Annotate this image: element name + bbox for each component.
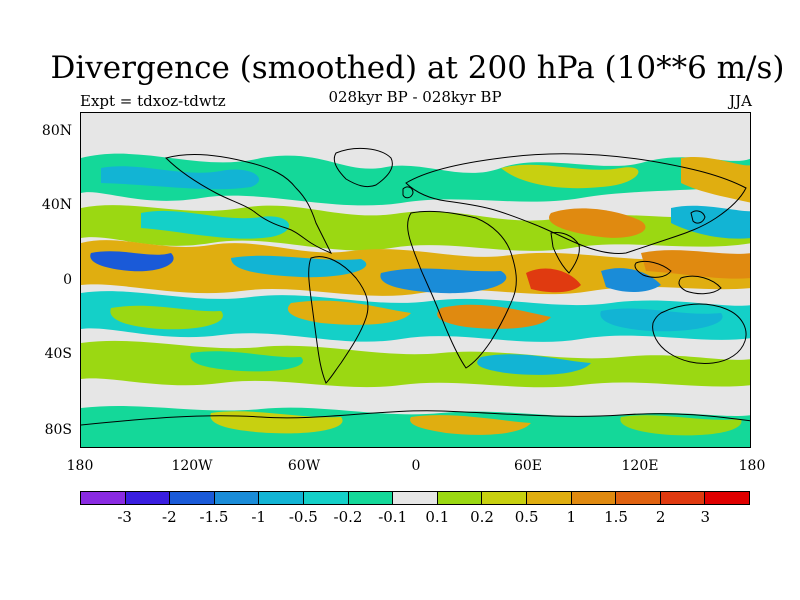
contour-region xyxy=(210,411,343,434)
lat-label-80n: 80N xyxy=(41,123,72,139)
colorbar-bin xyxy=(571,492,617,504)
colorbar-bin xyxy=(482,492,527,504)
contour-region xyxy=(141,210,290,239)
colorbar-bin xyxy=(437,492,483,504)
colorbar-bin xyxy=(259,492,304,504)
coastlines xyxy=(81,147,750,426)
contour-region xyxy=(526,268,581,293)
contour-region xyxy=(501,164,639,189)
colorbar-bin xyxy=(616,492,661,504)
lon-label-0: 0 xyxy=(411,458,421,474)
contour-region xyxy=(437,304,551,329)
period-subtitle: 028kyr BP - 028kyr BP xyxy=(328,88,502,106)
colorbar-label: 1.5 xyxy=(604,508,628,526)
colorbar-label: -0.1 xyxy=(378,508,408,526)
lon-label-120e: 120E xyxy=(621,458,659,474)
colorbar-bin xyxy=(214,492,260,504)
contour-region xyxy=(620,415,742,436)
contour-region xyxy=(231,255,367,278)
colorbar-label: 0.5 xyxy=(514,508,539,526)
contour-region xyxy=(681,157,750,203)
colorbar-bin xyxy=(125,492,171,504)
contour-region xyxy=(601,268,661,292)
colorbar-label: 1 xyxy=(566,508,577,526)
colorbar-label: -0.2 xyxy=(333,508,363,526)
colorbar-bin xyxy=(526,492,572,504)
lon-label-180w: 180 xyxy=(66,458,94,474)
contour-region xyxy=(600,308,723,332)
lon-label-120w: 120W xyxy=(171,458,213,474)
colorbar-bin xyxy=(81,492,126,504)
contour-fills xyxy=(81,153,750,447)
lat-label-80s: 80S xyxy=(44,422,72,438)
colorbar-bin xyxy=(348,492,394,504)
colorbar-bin xyxy=(170,492,215,504)
contour-region xyxy=(190,351,303,372)
lat-label-40n: 40N xyxy=(41,197,72,213)
contour-region xyxy=(549,208,646,238)
lat-label-0: 0 xyxy=(63,272,72,288)
colorbar-label: -2 xyxy=(162,508,177,526)
colorbar-bin xyxy=(303,492,349,504)
divergence-map xyxy=(80,112,751,448)
colorbar-label: 3 xyxy=(700,508,711,526)
colorbar-label: 0.2 xyxy=(470,508,494,526)
map-title: Divergence (smoothed) at 200 hPa (10**6 … xyxy=(50,50,785,86)
contour-region xyxy=(81,291,750,342)
experiment-label: Expt = tdxoz-tdwtz xyxy=(80,92,226,110)
colorbar xyxy=(80,491,750,505)
contour-region xyxy=(101,166,260,190)
colorbar-label: -0.5 xyxy=(288,508,318,526)
contour-region xyxy=(90,251,174,272)
contour-region xyxy=(110,305,223,330)
colorbar-label: 0.1 xyxy=(425,508,450,526)
colorbar-label: -3 xyxy=(117,508,132,526)
map-canvas xyxy=(81,113,750,447)
colorbar-label: 2 xyxy=(655,508,666,526)
colorbar-bin xyxy=(705,492,749,504)
contour-region xyxy=(287,300,411,325)
contour-region xyxy=(380,268,507,294)
lon-label-60e: 60E xyxy=(513,458,543,474)
contour-region xyxy=(641,250,750,279)
colorbar-bin xyxy=(393,492,438,504)
contour-region xyxy=(410,415,531,435)
lon-label-60w: 60W xyxy=(287,458,321,474)
colorbar-label: -1 xyxy=(251,508,266,526)
colorbar-bin xyxy=(660,492,706,504)
contour-region xyxy=(477,354,591,375)
lat-label-40s: 40S xyxy=(44,346,72,362)
contour-region xyxy=(81,153,750,206)
season-label: JJA xyxy=(729,92,752,110)
contour-region xyxy=(81,240,750,296)
colorbar-label: -1.5 xyxy=(199,508,229,526)
lon-label-180e: 180 xyxy=(738,458,766,474)
contour-region xyxy=(81,340,750,388)
